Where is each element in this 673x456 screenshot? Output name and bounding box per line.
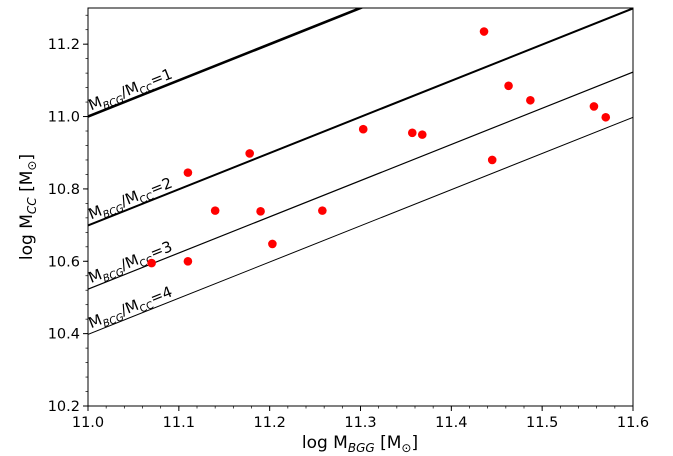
y-axis-label: log MCC [M⊙]: [17, 154, 39, 260]
x-axis-label-sub: BGG: [348, 441, 375, 455]
data-point: [487, 155, 497, 165]
data-point: [268, 239, 277, 249]
y-axis-label-unit: [M: [17, 171, 37, 192]
data-point: [589, 102, 599, 111]
x-tick-label: 11.2: [254, 415, 286, 431]
data-point: [183, 168, 193, 177]
y-tick-label: 10.4: [48, 327, 80, 343]
data-point: [245, 149, 254, 158]
y-tick-label: 11.0: [48, 110, 80, 126]
data-points: [147, 27, 611, 268]
data-point: [210, 206, 220, 215]
y-tick-label: 11.2: [48, 37, 80, 53]
x-tick-label: 11.5: [526, 415, 558, 431]
x-tick-label: 11.4: [435, 415, 467, 431]
x-tick-label: 11.3: [344, 415, 376, 431]
reference-lines: [88, 8, 633, 335]
y-axis-label-close: ]: [17, 154, 37, 161]
x-axis-label-base: log M: [302, 433, 348, 453]
y-axis-label-unit-sub: ⊙: [25, 161, 39, 171]
data-point: [504, 81, 513, 91]
data-point: [479, 27, 489, 36]
y-tick-label: 10.6: [48, 254, 80, 270]
reference-line-ratio-2: [88, 8, 633, 227]
reference-line-label-1: MBCG/MCC=1: [86, 65, 176, 117]
y-axis-label-base: log M: [17, 214, 37, 260]
plot-frame: [87, 7, 634, 407]
reference-line-label-4: MBCG/MCC=4: [86, 283, 176, 335]
x-axis-ticks: 11.0 11.1 11.2 11.3 11.4 11.5 11.6: [72, 406, 649, 431]
reference-line-label-3: MBCG/MCC=3: [86, 237, 176, 289]
x-axis-label-close: ]: [411, 433, 418, 453]
x-axis-label-unit-sub: ⊙: [401, 441, 411, 455]
x-axis-label-unit: [M: [380, 433, 401, 453]
data-point: [256, 207, 265, 216]
y-axis-ticks: 10.2 10.4 10.6 10.8 11.0 11.2: [48, 14, 88, 415]
x-axis-label: log MBGG [M⊙]: [302, 433, 418, 455]
y-axis-label-sub: CC: [25, 197, 39, 214]
reference-line-ratio-4: [88, 116, 633, 335]
y-tick-label: 10.8: [48, 182, 80, 198]
reference-line-ratio-1: [88, 8, 365, 118]
data-point: [318, 206, 327, 215]
x-tick-label: 11.1: [163, 415, 195, 431]
x-tick-label: 11.0: [72, 415, 104, 431]
x-tick-label: 11.6: [617, 415, 649, 431]
data-point: [407, 128, 417, 138]
data-point: [417, 130, 427, 139]
y-tick-label: 10.2: [48, 399, 80, 415]
data-point: [183, 256, 193, 266]
data-point: [358, 124, 368, 134]
data-point: [526, 95, 535, 105]
data-point: [601, 112, 611, 122]
reference-line-ratio-3: [88, 71, 633, 290]
reference-line-label-2: MBCG/MCC=2: [86, 174, 176, 226]
data-point: [147, 258, 156, 268]
